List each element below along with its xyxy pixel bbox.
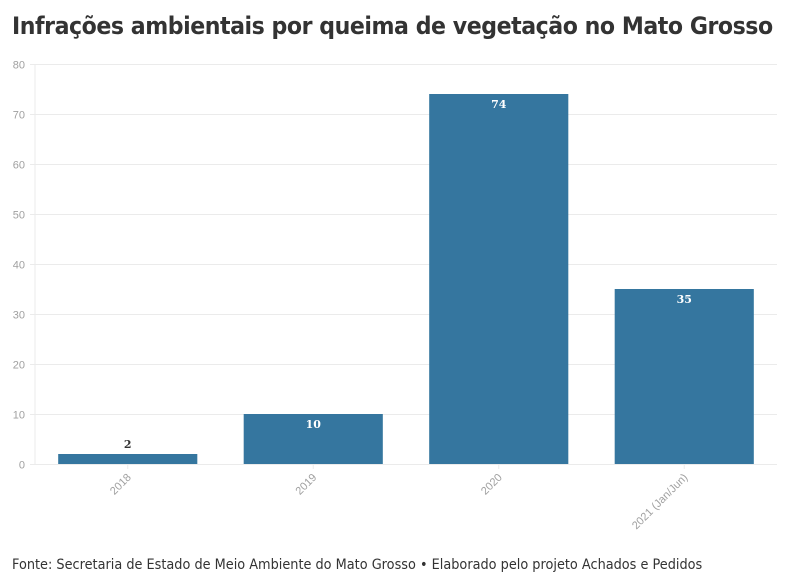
data-label: 35 (677, 293, 692, 306)
source-footer: Fonte: Secretaria de Estado de Meio Ambi… (12, 557, 703, 573)
x-tick-label: 2021 (Jan/Jun) (630, 472, 690, 532)
data-label: 10 (306, 418, 322, 431)
y-tick-label: 0 (19, 460, 25, 472)
y-tick-label: 80 (13, 60, 25, 72)
y-tick-label: 60 (13, 160, 25, 172)
y-tick-label: 40 (13, 260, 25, 272)
y-tick-label: 70 (13, 110, 25, 122)
x-tick-label: 2018 (108, 472, 134, 498)
bar-2018 (58, 454, 198, 464)
bar-2020 (429, 94, 569, 464)
x-tick-label: 2020 (479, 472, 505, 498)
bar-2019 (243, 414, 383, 464)
bar-2021-jan-jun- (614, 289, 754, 464)
y-axis: 0 10 20 30 40 50 60 70 80 (13, 60, 25, 472)
chart-title: Infrações ambientais por queima de veget… (12, 12, 773, 40)
bars (58, 94, 754, 464)
y-tick-label: 30 (13, 310, 25, 322)
data-labels: 2 10 74 35 (124, 98, 692, 451)
data-label: 2 (124, 438, 132, 451)
x-axis: 2018 2019 2020 2021 (Jan/Jun) (108, 464, 690, 532)
y-tick-label: 10 (13, 410, 25, 422)
y-tick-label: 50 (13, 210, 25, 222)
gridlines (30, 64, 777, 465)
x-tick-label: 2019 (294, 472, 320, 498)
y-tick-label: 20 (13, 360, 25, 372)
data-label: 74 (491, 98, 507, 111)
